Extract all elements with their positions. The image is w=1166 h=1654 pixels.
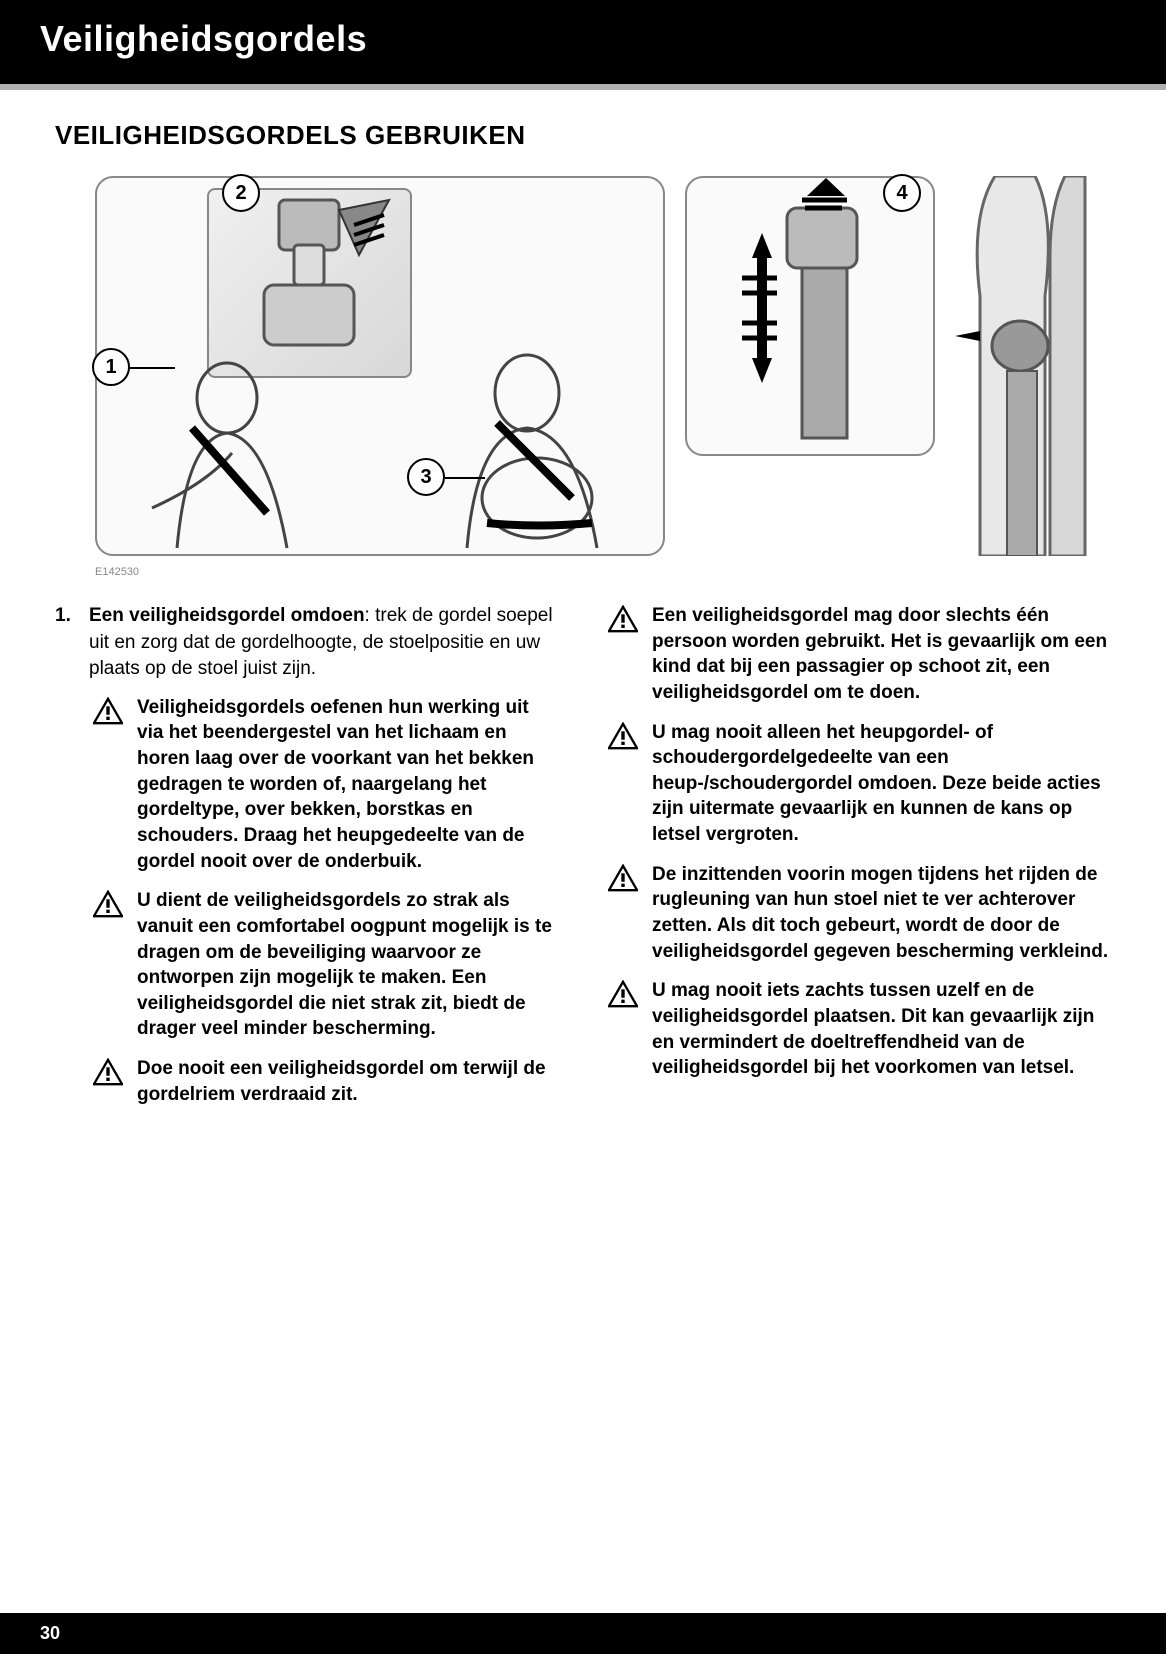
figure-pillar	[955, 176, 1090, 556]
header-title: Veiligheidsgordels	[40, 18, 1126, 60]
warning-text: U mag nooit alleen het heupgordel- of sc…	[652, 720, 1111, 848]
callout-line	[445, 477, 485, 479]
column-right: Een veiligheidsgordel mag door slechts é…	[608, 603, 1111, 1121]
warning-icon	[93, 697, 123, 725]
warning-text: Doe nooit een veiligheidsgordel om terwi…	[137, 1056, 558, 1107]
image-reference-code: E142530	[95, 566, 1111, 578]
warning-icon	[608, 722, 638, 750]
numbered-list-item: 1. Een veiligheidsgordel omdoen: trek de…	[55, 603, 558, 683]
column-left: 1. Een veiligheidsgordel omdoen: trek de…	[55, 603, 558, 1121]
persons-outline-icon	[97, 178, 667, 558]
warning-text: Veiligheidsgordels oefenen hun werking u…	[137, 695, 558, 874]
callout-3: 3	[407, 458, 445, 496]
belt-adjust-icon	[687, 178, 937, 458]
section-title: VEILIGHEIDSGORDELS GEBRUIKEN	[55, 120, 1111, 151]
callout-2: 2	[222, 174, 260, 212]
page-footer: 30	[0, 1613, 1166, 1654]
page-number: 30	[40, 1623, 60, 1643]
warning-block: U dient de veiligheidsgordels zo strak a…	[93, 888, 558, 1042]
warning-icon	[93, 1058, 123, 1086]
warning-text: Een veiligheidsgordel mag door slechts é…	[652, 603, 1111, 706]
warning-icon	[608, 605, 638, 633]
warning-block: Een veiligheidsgordel mag door slechts é…	[608, 603, 1111, 706]
pillar-icon	[955, 176, 1090, 556]
warning-block: U mag nooit iets zachts tussen uzelf en …	[608, 978, 1111, 1081]
list-lead: Een veiligheidsgordel omdoen	[89, 605, 365, 626]
warning-icon	[93, 890, 123, 918]
warning-text: De inzittenden voorin mogen tijdens het …	[652, 862, 1111, 965]
page-header: Veiligheidsgordels	[0, 0, 1166, 90]
list-number: 1.	[55, 603, 77, 683]
warning-text: U mag nooit iets zachts tussen uzelf en …	[652, 978, 1111, 1081]
warning-block: Veiligheidsgordels oefenen hun werking u…	[93, 695, 558, 874]
callout-4: 4	[883, 174, 921, 212]
warning-icon	[608, 864, 638, 892]
warning-icon	[608, 980, 638, 1008]
warning-text: U dient de veiligheidsgordels zo strak a…	[137, 888, 558, 1042]
warning-block: U mag nooit alleen het heupgordel- of sc…	[608, 720, 1111, 848]
figure-belt-adjust: 4	[685, 176, 935, 456]
list-text: Een veiligheidsgordel omdoen: trek de go…	[89, 603, 558, 683]
figure-area: 1 2 3	[95, 176, 1111, 556]
callout-line	[130, 367, 175, 369]
warning-block: Doe nooit een veiligheidsgordel om terwi…	[93, 1056, 558, 1107]
figure-right-column: 4	[685, 176, 935, 556]
warning-block: De inzittenden voorin mogen tijdens het …	[608, 862, 1111, 965]
text-columns: 1. Een veiligheidsgordel omdoen: trek de…	[55, 603, 1111, 1121]
callout-1: 1	[92, 348, 130, 386]
figure-seatbelt-usage: 1 2 3	[95, 176, 665, 556]
page-content: VEILIGHEIDSGORDELS GEBRUIKEN	[0, 90, 1166, 1121]
